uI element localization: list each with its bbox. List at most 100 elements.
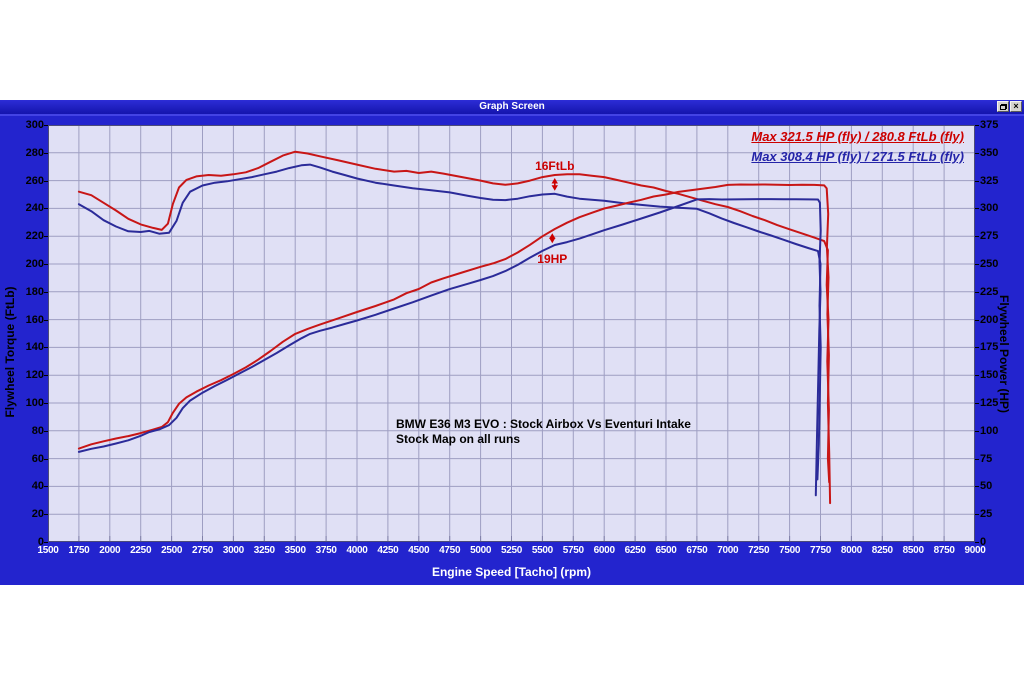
- left-tick-mark: [44, 514, 48, 516]
- right-tick-mark: [975, 319, 979, 321]
- right-tick-mark: [975, 208, 979, 210]
- right-tick-mark: [975, 430, 979, 432]
- x-tick-label: 9000: [964, 545, 986, 556]
- right-tick-label: 125: [980, 397, 999, 409]
- right-tick-label: 350: [980, 146, 999, 159]
- x-tick-label: 7500: [779, 545, 801, 556]
- x-tick-label: 4000: [346, 545, 368, 556]
- x-tick-label: 8250: [871, 545, 893, 556]
- left-tick-mark: [44, 542, 48, 543]
- chart-note: BMW E36 M3 EVO : Stock Airbox Vs Eventur…: [396, 417, 691, 447]
- left-tick-mark: [44, 403, 48, 404]
- right-tick-mark: [975, 514, 979, 516]
- left-tick-mark: [44, 319, 48, 321]
- right-tick-mark: [975, 375, 979, 377]
- right-tick-label: 0: [980, 536, 987, 548]
- right-tick-mark: [975, 403, 979, 404]
- restore-button[interactable]: [997, 101, 1009, 112]
- x-tick-label: 3250: [253, 545, 275, 556]
- window-title: Graph Screen: [479, 101, 545, 112]
- right-tick-label: 25: [980, 508, 993, 521]
- left-tick-label: 280: [25, 146, 44, 159]
- curve-stock-torque: [77, 163, 822, 481]
- right-tick-mark: [975, 542, 979, 543]
- x-tick-label: 8750: [933, 545, 955, 556]
- right-tick-label: 150: [980, 369, 999, 382]
- left-tick-label: 60: [31, 452, 44, 465]
- x-tick-label: 1500: [37, 545, 59, 556]
- x-tick-label: 7250: [748, 545, 770, 556]
- x-tick-label: 5000: [470, 545, 492, 556]
- left-tick-label: 100: [25, 397, 44, 409]
- x-tick-label: 3750: [315, 545, 337, 556]
- left-tick-label: 0: [37, 536, 44, 548]
- left-tick-label: 140: [25, 341, 44, 354]
- left-tick-mark: [44, 152, 48, 154]
- right-tick-mark: [975, 264, 979, 265]
- right-tick-mark: [975, 486, 979, 488]
- note-line-2: Stock Map on all runs: [396, 432, 521, 446]
- right-tick-label: 275: [980, 230, 999, 243]
- x-tick-label: 8500: [902, 545, 924, 556]
- left-tick-label: 20: [31, 508, 44, 521]
- note-line-1: BMW E36 M3 EVO : Stock Airbox Vs Eventur…: [396, 417, 691, 431]
- x-tick-label: 6250: [624, 545, 646, 556]
- right-tick-label: 75: [980, 452, 993, 465]
- legend-entry-stock-max: Max 308.4 HP (fly) / 271.5 FtLb (fly): [751, 149, 964, 164]
- right-axis-title: Flywheel Power (HP): [997, 294, 1011, 414]
- right-tick-mark: [975, 125, 979, 126]
- left-tick-mark: [44, 208, 48, 210]
- right-tick-label: 225: [980, 285, 999, 298]
- legend-entry-eventuri-max: Max 321.5 HP (fly) / 280.8 FtLb (fly): [751, 129, 964, 144]
- annotation-arrowhead-down: [551, 185, 558, 191]
- left-tick-mark: [44, 375, 48, 377]
- x-axis-title: Engine Speed [Tacho] (rpm): [431, 565, 592, 579]
- x-tick-label: 7750: [809, 545, 832, 556]
- right-tick-label: 325: [980, 174, 999, 187]
- x-tick-label: 6000: [593, 545, 615, 556]
- x-tick-label: 4750: [439, 545, 461, 556]
- left-tick-label: 40: [31, 480, 44, 493]
- left-tick-mark: [44, 264, 48, 265]
- x-tick-label: 2500: [161, 545, 183, 556]
- left-tick-mark: [44, 486, 48, 488]
- annotation-label-16ftlb: 16FtLb: [535, 159, 575, 174]
- left-tick-mark: [44, 291, 48, 293]
- left-tick-label: 300: [25, 119, 44, 131]
- graph-window: Graph Screen × Max 321.5 HP (fly) / 280.…: [0, 100, 1024, 585]
- left-tick-label: 180: [25, 285, 44, 298]
- chart-frame: Max 321.5 HP (fly) / 280.8 FtLb (fly) Ma…: [0, 114, 1024, 585]
- right-tick-mark: [975, 347, 979, 349]
- left-axis-title: Flywheel Torque (FtLb): [3, 286, 17, 418]
- right-tick-mark: [975, 236, 979, 238]
- right-tick-label: 250: [980, 258, 999, 270]
- right-tick-label: 50: [980, 480, 993, 493]
- x-tick-label: 1750: [68, 545, 90, 556]
- x-tick-label: 2250: [130, 545, 152, 556]
- close-button[interactable]: ×: [1010, 101, 1022, 112]
- x-tick-label: 7000: [717, 545, 739, 556]
- left-tick-label: 200: [25, 258, 44, 270]
- curve-eventuri-torque: [77, 150, 831, 484]
- left-tick-mark: [44, 180, 48, 182]
- x-tick-label: 3500: [284, 545, 306, 556]
- x-tick-label: 8000: [840, 545, 862, 556]
- right-tick-mark: [975, 152, 979, 154]
- annotation-arrowhead-down: [549, 237, 556, 244]
- left-tick-label: 220: [25, 230, 44, 243]
- x-tick-label: 2750: [191, 545, 214, 556]
- left-tick-mark: [44, 236, 48, 238]
- left-tick-mark: [44, 125, 48, 126]
- plot-area: Max 321.5 HP (fly) / 280.8 FtLb (fly) Ma…: [48, 125, 975, 542]
- x-tick-label: 4500: [408, 545, 430, 556]
- right-tick-mark: [975, 458, 979, 460]
- close-icon: ×: [1013, 100, 1019, 111]
- x-tick-label: 4250: [377, 545, 399, 556]
- titlebar[interactable]: Graph Screen ×: [0, 100, 1024, 114]
- curve-eventuri-power: [77, 183, 832, 505]
- right-tick-label: 175: [980, 341, 999, 354]
- annotation-arrowhead-up: [551, 178, 558, 184]
- left-tick-label: 80: [31, 424, 44, 437]
- left-tick-mark: [44, 458, 48, 460]
- right-tick-label: 100: [980, 424, 999, 437]
